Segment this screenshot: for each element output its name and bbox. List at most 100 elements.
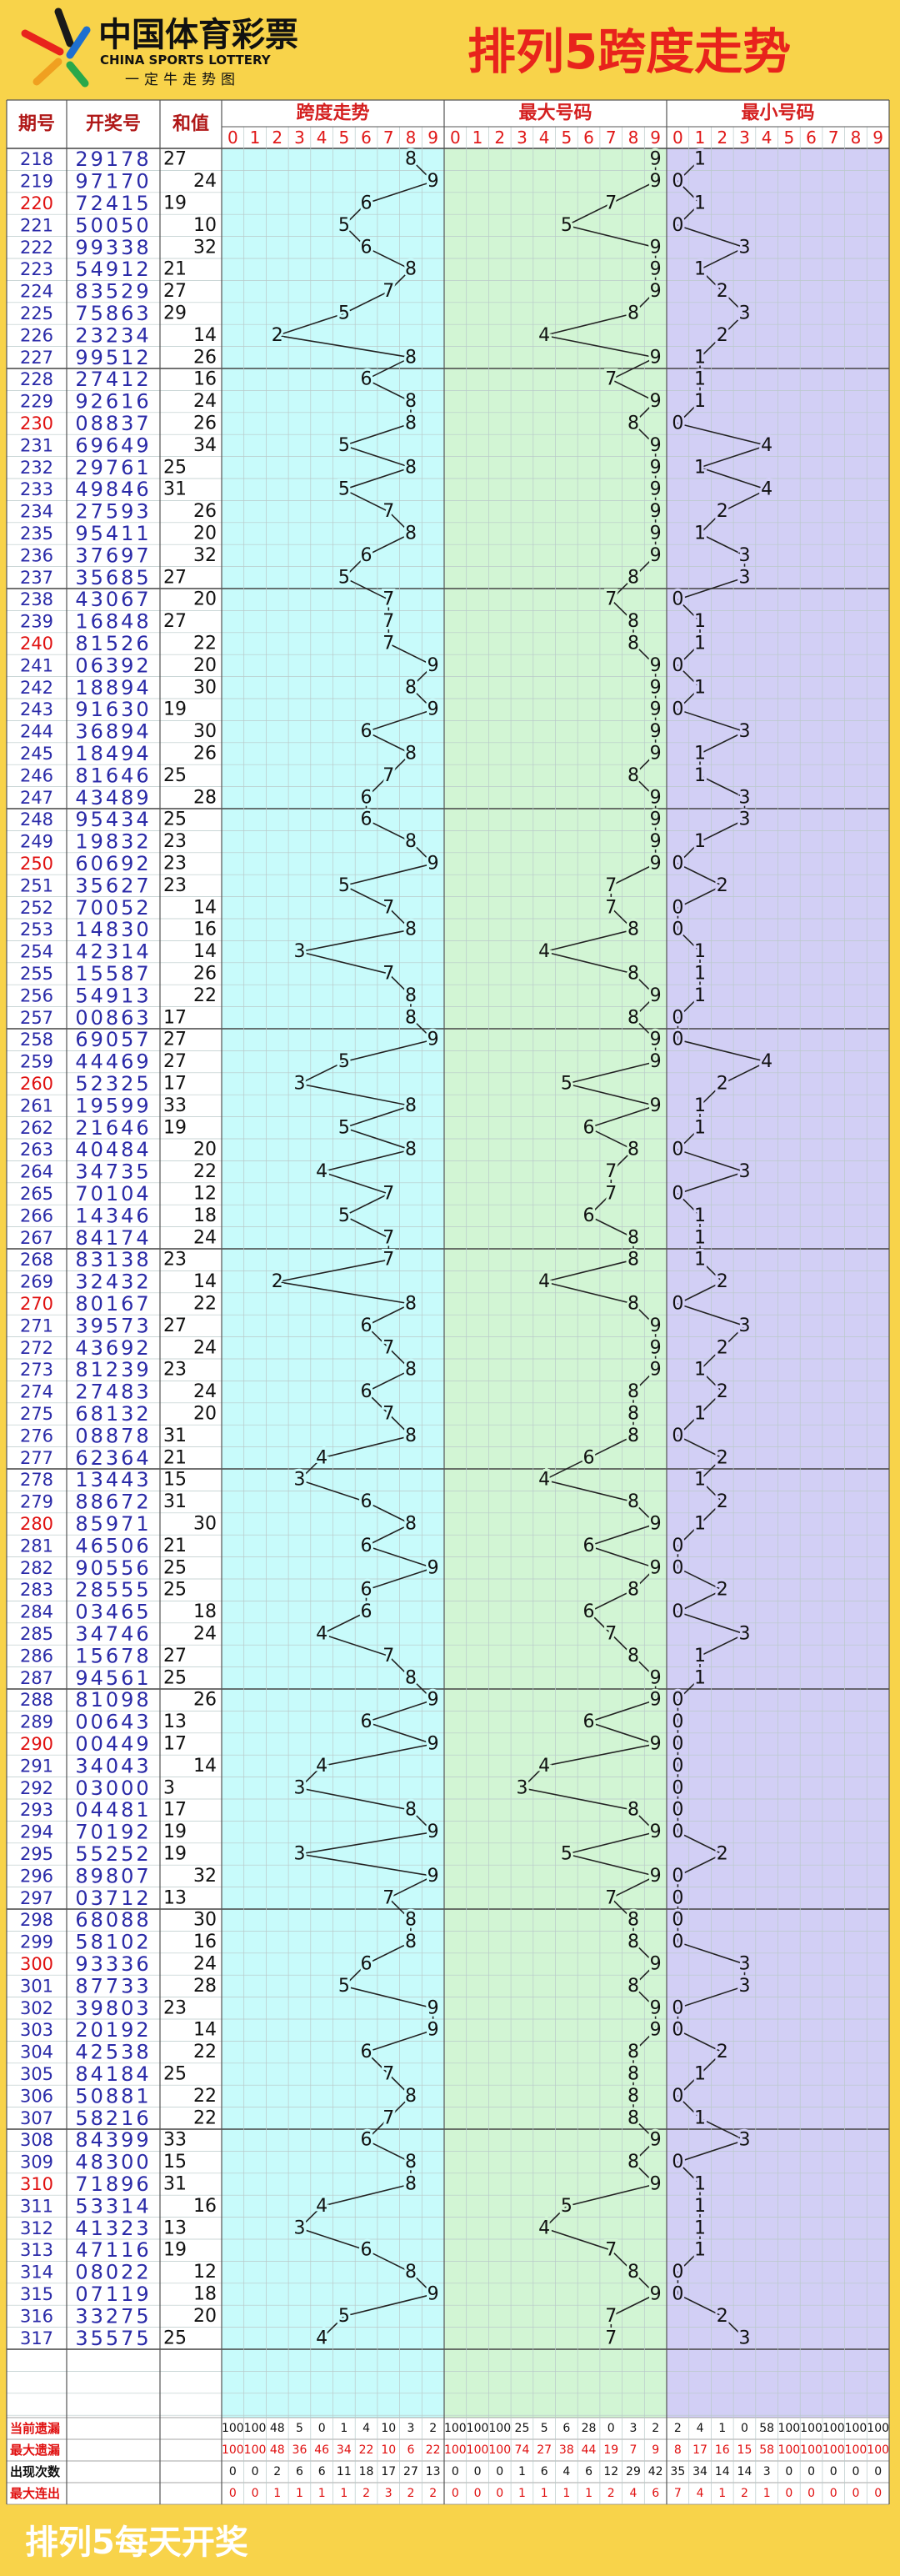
stat-value: 3 xyxy=(629,2422,637,2435)
trend-digit: 9 xyxy=(650,281,662,302)
draw-number: 35685 xyxy=(75,566,151,589)
sum-value: 16 xyxy=(193,369,217,390)
sum-value: 27 xyxy=(163,611,187,632)
stat-value: 10 xyxy=(381,2443,396,2457)
period: 238 xyxy=(20,589,53,609)
trend-digit: 9 xyxy=(650,391,662,412)
period: 256 xyxy=(20,985,53,1005)
digit-header: 4 xyxy=(539,128,550,148)
stat-value: 1 xyxy=(340,2422,348,2435)
sum-value: 23 xyxy=(163,1360,187,1381)
draw-number: 16848 xyxy=(75,610,151,634)
stat-value: 7 xyxy=(629,2443,637,2457)
sum-value: 14 xyxy=(193,897,217,918)
draw-number: 91630 xyxy=(75,698,151,721)
trend-digit: 8 xyxy=(628,2042,639,2062)
stat-value: 2 xyxy=(741,2487,748,2500)
trend-digit: 9 xyxy=(428,1866,439,1887)
trend-digit: 1 xyxy=(694,2174,706,2195)
period: 282 xyxy=(20,1558,53,1578)
draw-number: 81526 xyxy=(75,632,151,655)
trend-digit: 9 xyxy=(650,985,662,1006)
trend-digit: 9 xyxy=(650,2174,662,2195)
trend-digit: 4 xyxy=(316,1624,328,1645)
trend-digit: 2 xyxy=(717,1381,728,1402)
trend-digit: 2 xyxy=(717,501,728,522)
stat-value: 3 xyxy=(763,2465,771,2478)
trend-digit: 5 xyxy=(561,2196,572,2217)
trend-digit: 0 xyxy=(672,1426,683,1446)
digit-header: 8 xyxy=(851,128,862,148)
trend-digit: 9 xyxy=(650,1337,662,1358)
trend-digit: 8 xyxy=(628,2086,639,2107)
trend-digit: 4 xyxy=(761,479,772,500)
sum-value: 27 xyxy=(163,1316,187,1336)
stat-value: 25 xyxy=(515,2422,530,2435)
stat-value: 27 xyxy=(537,2443,552,2457)
trend-digit: 6 xyxy=(361,787,372,808)
trend-digit: 9 xyxy=(650,171,662,192)
stat-value: 100 xyxy=(488,2422,511,2435)
trend-digit: 7 xyxy=(605,589,617,610)
column-header: 开奖号 xyxy=(86,113,141,135)
draw-number: 18494 xyxy=(75,742,151,765)
stat-value: 5 xyxy=(541,2422,548,2435)
trend-digit: 0 xyxy=(672,2152,683,2173)
sum-value: 24 xyxy=(193,1227,217,1248)
sum-value: 31 xyxy=(163,1426,187,1446)
trend-digit: 0 xyxy=(672,1734,683,1755)
sum-value: 22 xyxy=(193,2107,217,2128)
period: 311 xyxy=(20,2196,53,2216)
trend-digit: 4 xyxy=(538,2218,550,2238)
period: 239 xyxy=(20,612,53,632)
trend-digit: 8 xyxy=(628,1932,639,1952)
period: 228 xyxy=(20,369,53,389)
period: 236 xyxy=(20,545,53,565)
period: 317 xyxy=(20,2328,53,2348)
stat-value: 100 xyxy=(867,2422,889,2435)
stat-value: 100 xyxy=(845,2422,868,2435)
draw-number: 85971 xyxy=(75,1512,151,1536)
stat-value: 0 xyxy=(474,2487,482,2500)
draw-number: 29178 xyxy=(75,148,151,171)
trend-digit: 9 xyxy=(650,1316,662,1336)
draw-number: 08837 xyxy=(75,412,151,435)
draw-number: 18894 xyxy=(75,676,151,699)
trend-digit: 6 xyxy=(361,193,372,214)
trend-digit: 3 xyxy=(293,2218,305,2238)
draw-number: 49846 xyxy=(75,478,151,501)
trend-digit: 0 xyxy=(672,1756,683,1777)
draw-number: 04481 xyxy=(75,1798,151,1822)
trend-digit: 5 xyxy=(338,875,350,896)
trend-digit: 0 xyxy=(672,2020,683,2041)
sum-value: 27 xyxy=(163,1030,187,1050)
stat-value: 48 xyxy=(270,2422,285,2435)
trend-digit: 6 xyxy=(361,545,372,566)
draw-number: 71896 xyxy=(75,2173,151,2196)
sum-value: 24 xyxy=(193,1381,217,1402)
sum-value: 33 xyxy=(163,2130,187,2151)
stat-value: 35 xyxy=(670,2465,685,2478)
logo-text: 中国体育彩票 xyxy=(98,16,298,54)
draw-number: 27483 xyxy=(75,1381,151,1404)
period: 295 xyxy=(20,1844,53,1864)
draw-number: 95411 xyxy=(75,522,151,545)
stat-label: 最大连出 xyxy=(10,2486,60,2501)
section-header: 最大号码 xyxy=(518,103,592,124)
stat-value: 14 xyxy=(715,2465,730,2478)
sum-value: 32 xyxy=(193,237,217,258)
stat-value: 6 xyxy=(318,2465,326,2478)
draw-number: 40484 xyxy=(75,1138,151,1161)
sum-value: 16 xyxy=(193,1932,217,1952)
period: 268 xyxy=(20,1250,53,1270)
trend-digit: 7 xyxy=(382,2064,394,2085)
trend-line xyxy=(676,158,769,2339)
draw-number: 50881 xyxy=(75,2084,151,2107)
stat-value: 58 xyxy=(759,2443,774,2457)
stat-value: 2 xyxy=(674,2422,682,2435)
draw-number: 81098 xyxy=(75,1688,151,1711)
stat-value: 27 xyxy=(403,2465,418,2478)
trend-digit: 5 xyxy=(338,1117,350,1138)
period: 315 xyxy=(20,2284,53,2304)
draw-number: 37697 xyxy=(75,544,151,567)
